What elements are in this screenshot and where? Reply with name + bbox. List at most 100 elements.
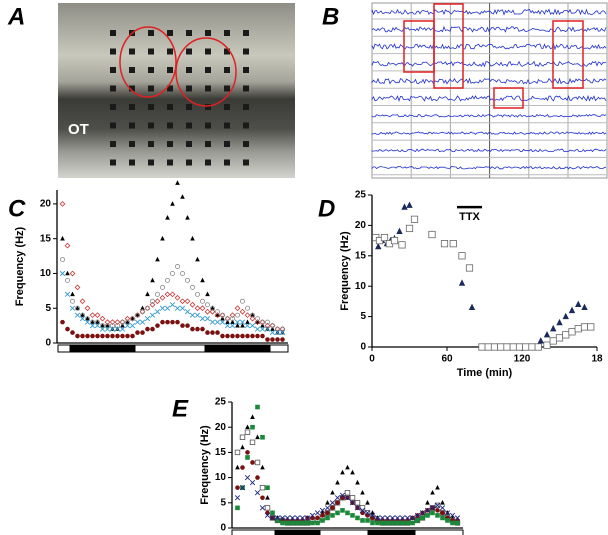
point (90, 333, 95, 339)
point (269, 329, 276, 336)
point (549, 337, 557, 345)
point (379, 515, 386, 521)
point (225, 316, 230, 322)
point (280, 326, 285, 332)
electrode (167, 85, 173, 92)
point (568, 306, 576, 314)
point (80, 333, 85, 339)
point (254, 490, 261, 496)
trace (371, 77, 607, 85)
electrode (205, 159, 211, 166)
point (125, 333, 130, 339)
point (454, 515, 461, 521)
point (400, 520, 405, 526)
electrode (148, 159, 154, 166)
x-tick-label: 120 (514, 354, 531, 365)
electrode (148, 122, 154, 129)
point (239, 485, 246, 491)
point (265, 495, 270, 500)
point (434, 502, 441, 508)
electrode (186, 67, 192, 73)
point (165, 319, 170, 325)
point (240, 444, 245, 450)
point (184, 298, 191, 305)
point (458, 279, 466, 286)
point (260, 434, 265, 440)
point (150, 326, 155, 332)
y-tick-label: 15 (355, 250, 367, 261)
point (345, 464, 350, 470)
point (420, 515, 425, 521)
x-tick-label: 18 (591, 354, 603, 365)
point (265, 485, 270, 490)
point (440, 500, 445, 505)
point (190, 326, 195, 332)
panel-letter: A (7, 3, 25, 30)
point (380, 520, 385, 526)
point (154, 298, 161, 305)
point (405, 520, 410, 526)
highlight (119, 26, 177, 98)
point (260, 464, 265, 470)
point (204, 308, 211, 315)
trace (371, 60, 607, 68)
point (330, 513, 335, 518)
y-axis-label: Frequency (Hz) (339, 231, 351, 311)
point (550, 324, 557, 332)
point (340, 469, 345, 475)
point (240, 322, 245, 328)
point (215, 330, 220, 335)
point (260, 333, 265, 339)
point (270, 510, 275, 516)
point (264, 326, 271, 332)
point (214, 312, 221, 319)
point (214, 319, 221, 325)
point (537, 337, 544, 344)
point (229, 312, 236, 319)
point (330, 505, 335, 511)
point (340, 495, 345, 501)
point (309, 512, 316, 519)
point (100, 333, 105, 339)
point (370, 515, 375, 521)
point (230, 333, 235, 339)
point (145, 326, 150, 332)
electrode (243, 48, 249, 55)
point (60, 257, 65, 263)
point (339, 492, 346, 498)
electrode (224, 85, 230, 92)
point (170, 270, 175, 276)
electrode (148, 30, 154, 36)
point (374, 515, 381, 521)
point (210, 305, 215, 311)
point (174, 294, 181, 301)
point (574, 325, 582, 333)
y-tick-label: 5 (220, 497, 226, 508)
trace (371, 131, 607, 135)
point (414, 512, 421, 519)
point (359, 507, 366, 513)
electrode (110, 48, 116, 55)
point (185, 277, 190, 283)
point (265, 510, 270, 516)
point (170, 319, 175, 325)
point (115, 323, 120, 329)
point (274, 329, 281, 336)
point (275, 326, 280, 332)
point (100, 322, 105, 328)
point (220, 315, 225, 321)
point (305, 520, 310, 526)
electrode (167, 122, 173, 129)
point (259, 484, 266, 491)
point (304, 515, 311, 521)
point (249, 315, 256, 322)
electrode (110, 67, 116, 73)
point (130, 333, 135, 339)
point (84, 319, 91, 325)
point (254, 459, 261, 466)
point (435, 484, 440, 490)
trace (371, 165, 607, 170)
point (100, 323, 105, 329)
point (350, 513, 355, 518)
